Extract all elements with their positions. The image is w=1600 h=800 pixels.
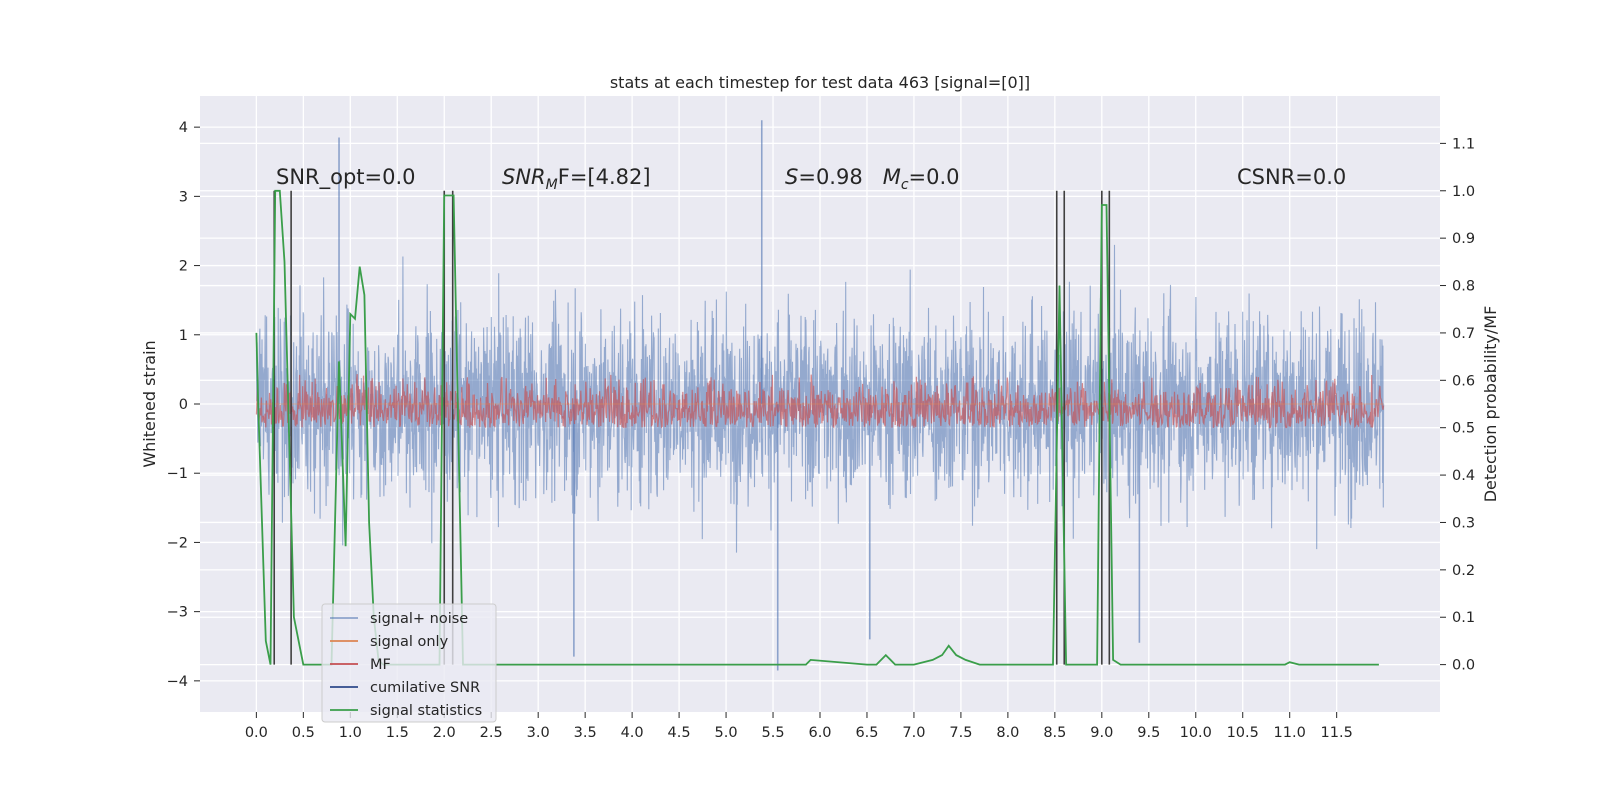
y-tick-labels: 4 3 2 1 0 −1 −2 −3 −4 — [167, 120, 188, 690]
y2-tick-label: 0.7 — [1452, 326, 1475, 342]
x-tick-label: 3.5 — [574, 725, 597, 741]
legend: signal+ noise signal only MF cumilative SNR… — [321, 603, 497, 723]
x-tick-label: 3.0 — [527, 725, 550, 741]
y2-tick-label: 1.0 — [1452, 184, 1475, 200]
annotation-snr-mf-symbol: SNR — [502, 165, 546, 189]
x-tick-label: 7.0 — [902, 725, 925, 741]
y-tick-label: 1 — [179, 328, 188, 344]
chart-title: stats at each timestep for test data 463… — [610, 73, 1030, 92]
x-tick-label: 4.0 — [621, 725, 644, 741]
x-tick-label: 11.5 — [1321, 725, 1353, 741]
x-tick-label: 11.0 — [1274, 725, 1306, 741]
x-tick-label: 1.0 — [339, 725, 362, 741]
y2-tick-label: 0.3 — [1452, 515, 1475, 531]
x-tick-label: 5.5 — [761, 725, 784, 741]
y-axis-label: Whitened strain — [140, 340, 159, 467]
x-tick-label: 9.5 — [1137, 725, 1160, 741]
annotation-m-subscript: c — [901, 177, 909, 193]
x-tick-label: 10.5 — [1227, 725, 1259, 741]
legend-label: signal+ noise — [370, 611, 468, 627]
signal-statistics-line — [255, 189, 1379, 666]
annotation-snr-mf-subscript: M — [546, 177, 558, 193]
y2-tick-label: 0.0 — [1452, 658, 1475, 674]
y2-tick-labels: 1.1 1.0 0.9 0.8 0.7 0.6 0.5 0.4 0.3 0.2 0.1 0.0 — [1452, 136, 1475, 673]
x-tick-label: 2.0 — [433, 725, 456, 741]
y-tick-label: −1 — [167, 466, 188, 482]
annotation-snr-mf-value: F=[4.82] — [558, 165, 651, 189]
y-tick-label: 0 — [179, 397, 188, 413]
x-tick-label: 4.5 — [668, 725, 691, 741]
annotation-s-symbol: S — [785, 165, 798, 189]
x-tick-label: 8.0 — [996, 725, 1019, 741]
y2-tick-label: 0.8 — [1452, 279, 1475, 295]
y2-tick-label: 1.1 — [1452, 136, 1475, 152]
x-tick-label: 7.5 — [949, 725, 972, 741]
legend-label: MF — [370, 657, 391, 673]
y2-tick-label: 0.4 — [1452, 468, 1475, 484]
x-tick-labels: 0.0 0.5 1.0 1.5 2.0 2.5 3.0 3.5 4.0 4.5 5.0 5.5 6.0 6… — [245, 725, 1353, 741]
y2-tick-label: 0.6 — [1452, 373, 1475, 389]
y-tick-label: −2 — [167, 535, 188, 551]
y2-tick-label: 0.1 — [1452, 610, 1475, 626]
legend-label: cumilative SNR — [370, 680, 480, 696]
x-tick-label: 5.0 — [715, 725, 738, 741]
y2-tick-label: 0.5 — [1452, 421, 1475, 437]
x-tick-label: 9.0 — [1090, 725, 1113, 741]
x-tick-label: 1.5 — [386, 725, 409, 741]
annotation-snr-opt: SNR_opt=0.0 — [276, 165, 416, 190]
x-tick-label: 6.5 — [855, 725, 878, 741]
annotation-m-symbol: M — [883, 165, 901, 189]
vertical-markers — [273, 190, 1111, 665]
signal-statistics-series — [255, 189, 1379, 666]
annotations: SNR_opt=0.0 SNRMF=[4.82] S=0.98 Mc=0.0 CS… — [276, 165, 1346, 193]
annotation-snr-mf: SNRMF=[4.82] — [502, 165, 651, 193]
x-tick-label: 6.0 — [808, 725, 831, 741]
y-tick-label: −4 — [167, 674, 188, 690]
x-tick-label: 0.0 — [245, 725, 268, 741]
y2-axis-label: Detection probability/MF — [1481, 306, 1500, 503]
annotation-csnr: CSNR=0.0 — [1237, 165, 1346, 189]
y-tick-label: −3 — [167, 605, 188, 621]
y-tick-label: 4 — [179, 120, 188, 136]
y-tick-label: 2 — [179, 259, 188, 275]
y2-tick-label: 0.2 — [1452, 563, 1475, 579]
x-tick-label: 0.5 — [292, 725, 315, 741]
x-tick-label: 8.5 — [1043, 725, 1066, 741]
x-tick-label: 10.0 — [1180, 725, 1212, 741]
legend-box — [321, 603, 497, 723]
legend-label: signal only — [370, 634, 449, 650]
y-tick-label: 3 — [179, 189, 188, 205]
annotation-m-value: =0.0 — [909, 165, 960, 189]
x-tick-label: 2.5 — [480, 725, 503, 741]
annotation-s-value: =0.98 — [798, 165, 862, 189]
y2-tick-label: 0.9 — [1452, 231, 1475, 247]
annotation-s-mc: S=0.98 Mc=0.0 — [785, 165, 960, 193]
legend-label: signal statistics — [370, 703, 482, 719]
